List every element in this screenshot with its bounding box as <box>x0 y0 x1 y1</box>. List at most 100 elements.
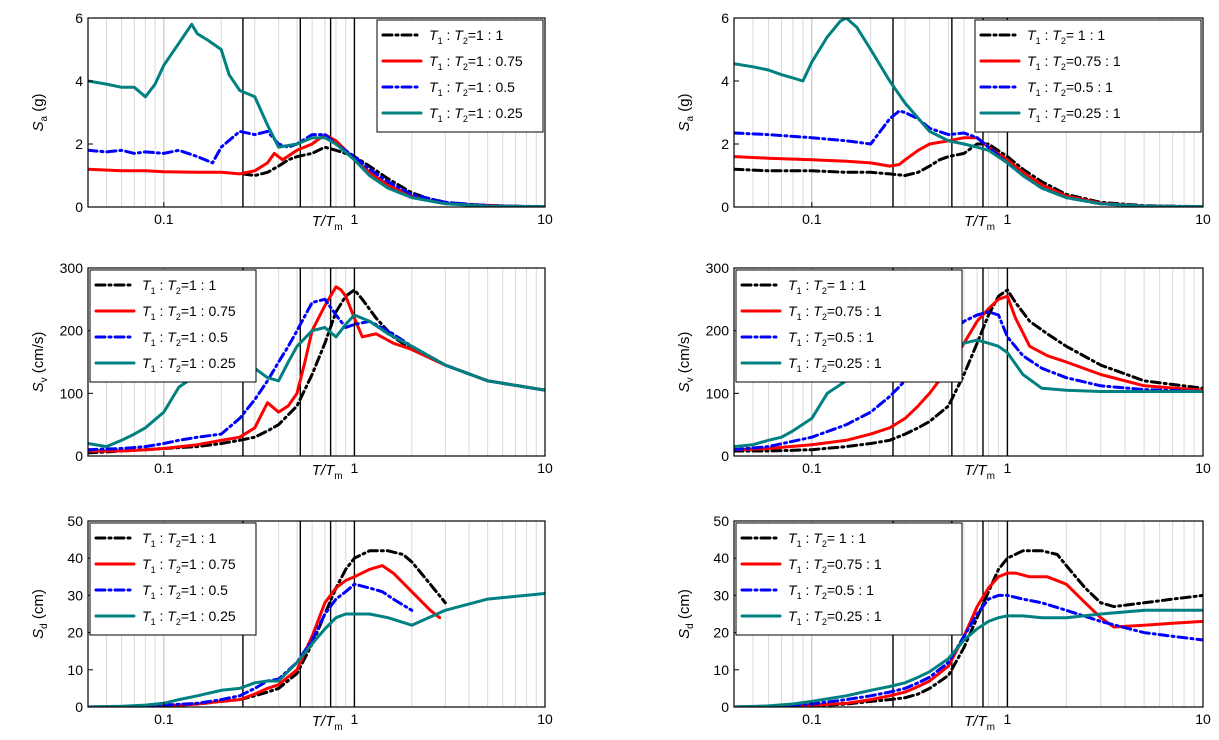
legend-t1: T <box>1027 79 1037 95</box>
x-axis-label-main: T/T <box>312 213 336 230</box>
legend-sep: : <box>443 53 455 69</box>
legend-s1: 1 <box>797 286 802 296</box>
legend-s2: 2 <box>1061 36 1066 46</box>
legend-t2: T <box>813 355 823 371</box>
x-tick-label: 1 <box>1004 460 1012 476</box>
legend-s1: 1 <box>438 36 443 46</box>
legend-entry-2: T1 : T2=1 : 0.75 <box>429 53 523 72</box>
legend-entry-2: T1 : T2=1 : 0.75 <box>142 556 236 575</box>
y-axis-label: Sa (g) <box>676 93 696 131</box>
y-axis-label: Sv (cm/s) <box>676 332 696 393</box>
legend-s2: 2 <box>822 338 827 348</box>
x-axis-label-sub: m <box>987 722 995 733</box>
x-axis-label-main: T/T <box>964 713 988 730</box>
legend-rest: =0.5 : 1 <box>827 582 874 598</box>
legend-t2: T <box>1052 27 1062 43</box>
x-tick-label: 0.1 <box>154 211 174 227</box>
legend-s2: 2 <box>176 617 181 627</box>
legend-rest: =1 : 0.25 <box>468 105 523 121</box>
x-tick-label: 1 <box>351 711 359 727</box>
legend-rest: =1 : 0.5 <box>181 329 228 345</box>
y-axis-label-sub: v <box>39 377 50 382</box>
y-tick-label: 2 <box>75 136 83 152</box>
x-axis-label-sub: m <box>334 222 342 233</box>
legend-t2: T <box>167 329 177 345</box>
legend-entry-3: T1 : T2=0.5 : 1 <box>788 329 874 348</box>
legend-s1: 1 <box>151 364 156 374</box>
x-axis-label: T/Tm <box>964 713 995 733</box>
legend-t1: T <box>788 608 798 624</box>
x-axis-label: T/Tm <box>964 462 995 482</box>
legend-s2: 2 <box>463 36 468 46</box>
y-tick-label: 6 <box>721 10 729 26</box>
legend-rest: =0.5 : 1 <box>1066 79 1113 95</box>
y-tick-label: 50 <box>713 513 729 529</box>
legend-sep: : <box>1041 79 1053 95</box>
legend-s2: 2 <box>1061 114 1066 124</box>
series-line-2 <box>734 294 1203 452</box>
plot-frame <box>87 17 546 208</box>
legend-sep: : <box>802 355 814 371</box>
legend-rest: = 1 : 1 <box>1066 27 1106 43</box>
y-axis-label-main: S <box>676 382 693 392</box>
legend-t2: T <box>813 556 823 572</box>
legend-sep: : <box>802 530 814 546</box>
legend: T1 : T2= 1 : 1T1 : T2=0.75 : 1T1 : T2=0.… <box>735 522 963 636</box>
y-axis-label-sub: a <box>685 116 696 122</box>
y-tick-label: 200 <box>706 323 730 339</box>
y-axis-label-main: S <box>676 629 693 639</box>
series-line-4 <box>88 22 545 207</box>
x-tick-label: 0.1 <box>802 460 822 476</box>
legend-s2: 2 <box>463 62 468 72</box>
legend-rest: =1 : 1 <box>181 277 217 293</box>
legend-t1: T <box>788 556 798 572</box>
legend-t2: T <box>1052 53 1062 69</box>
y-tick-label: 6 <box>75 10 83 26</box>
series-line-4 <box>734 18 1203 207</box>
legend-entry-4: T1 : T2=0.25 : 1 <box>1027 105 1121 124</box>
x-axis-label: T/Tm <box>312 213 343 233</box>
x-axis-label: T/Tm <box>312 462 343 482</box>
legend-rest: =0.25 : 1 <box>827 355 882 371</box>
y-tick-label: 40 <box>67 550 83 566</box>
y-tick-label: 100 <box>60 385 84 401</box>
legend: T1 : T2= 1 : 1T1 : T2=0.75 : 1T1 : T2=0.… <box>974 19 1202 133</box>
series-line-2 <box>88 133 545 207</box>
legend-sep: : <box>156 303 168 319</box>
x-axis-label-main: T/T <box>312 462 336 479</box>
legend-entry-1: T1 : T2= 1 : 1 <box>788 530 866 549</box>
legend-t2: T <box>454 27 464 43</box>
y-axis-label-sub: d <box>39 623 50 629</box>
legend-sep: : <box>802 556 814 572</box>
legend-t1: T <box>788 303 798 319</box>
x-tick-label: 0.1 <box>802 211 822 227</box>
y-axis-label-main: S <box>676 122 693 132</box>
series-line-3 <box>734 310 1203 452</box>
series-group <box>88 22 545 207</box>
y-axis-label: Sd (cm) <box>30 589 50 639</box>
legend-rest: =1 : 0.75 <box>181 303 236 319</box>
plot-frame <box>87 267 546 457</box>
legend-t2: T <box>454 105 464 121</box>
legend-t1: T <box>142 556 152 572</box>
series-group <box>88 549 545 707</box>
series-line-1 <box>734 142 1203 207</box>
y-tick-label: 4 <box>721 73 729 89</box>
legend-t1: T <box>1027 27 1037 43</box>
legend-rest: =1 : 0.25 <box>181 355 236 371</box>
legend-s1: 1 <box>797 312 802 322</box>
legend-entry-1: T1 : T2= 1 : 1 <box>1027 27 1105 46</box>
x-tick-label: 10 <box>537 460 553 476</box>
legend-s1: 1 <box>151 565 156 575</box>
legend-s2: 2 <box>822 286 827 296</box>
y-axis-label-unit: (cm) <box>30 589 47 623</box>
legend-s1: 1 <box>797 565 802 575</box>
legend-t1: T <box>788 582 798 598</box>
legend-t2: T <box>167 556 177 572</box>
legend-rest: = 1 : 1 <box>827 530 867 546</box>
